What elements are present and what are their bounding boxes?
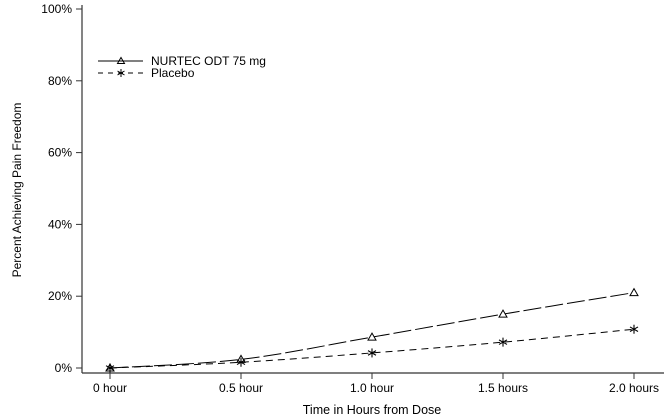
triangle-marker-icon [116, 56, 126, 64]
asterisk-marker-icon [105, 363, 115, 373]
y-tick-label: 80% [48, 74, 72, 88]
y-tick-label: 20% [48, 289, 72, 303]
triangle-marker-icon [498, 309, 508, 318]
legend-label-nurtec: NURTEC ODT 75 mg [151, 54, 266, 68]
asterisk-marker-icon [498, 337, 508, 347]
legend-label-placebo: Placebo [151, 66, 195, 80]
x-tick-label: 2.0 hours [609, 381, 659, 395]
y-axis-label: Percent Achieving Pain Freedom [10, 103, 24, 278]
asterisk-marker-icon [117, 69, 125, 77]
triangle-marker-icon [367, 332, 377, 341]
x-tick-label: 1.0 hour [350, 381, 394, 395]
placebo-line [109, 328, 635, 369]
asterisk-marker-icon [236, 357, 246, 367]
x-tick-label: 1.5 hours [478, 381, 528, 395]
x-tick-label: 0.5 hour [219, 381, 263, 395]
y-ticks: 0% 20% 40% 60% 80% 100% [41, 2, 82, 375]
x-tick-label: 0 hour [93, 381, 127, 395]
series-lines [105, 287, 639, 373]
asterisk-marker-icon [629, 324, 639, 334]
x-ticks: 0 hour 0.5 hour 1.0 hour 1.5 hours 2.0 hours [93, 373, 659, 395]
y-tick-label: 0% [55, 361, 73, 375]
y-tick-label: 60% [48, 146, 72, 160]
x-axis-label: Time in Hours from Dose [303, 403, 442, 417]
asterisk-marker-icon [367, 348, 377, 358]
legend: NURTEC ODT 75 mg Placebo [98, 54, 266, 80]
y-tick-label: 40% [48, 217, 72, 231]
y-tick-label: 100% [41, 2, 72, 16]
triangle-marker-icon [629, 287, 639, 297]
